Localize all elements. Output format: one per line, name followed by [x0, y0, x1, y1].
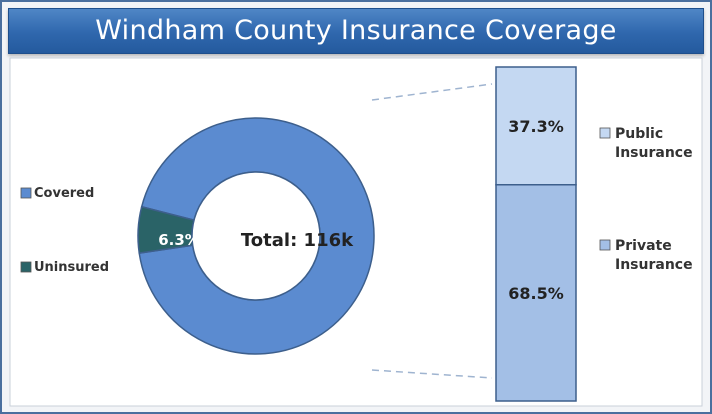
- legend-label-covered: Covered: [34, 186, 94, 201]
- title-banner: Windham County Insurance Coverage: [8, 8, 704, 54]
- chart-title: Windham County Insurance Coverage: [95, 15, 617, 46]
- stacked-bar: 37.3% 68.5%: [495, 66, 577, 402]
- connector-line-bottom: [371, 369, 493, 379]
- legend-label-private: Private Insurance: [615, 238, 693, 273]
- donut-hole: [191, 171, 321, 301]
- slice-value-label-covered: 93.7%: [383, 231, 439, 250]
- donut-chart: Total: 116k 93.7% 6.3%: [137, 117, 439, 355]
- legend-label-public: Public Insurance: [615, 126, 693, 161]
- bar-segment-public: [495, 66, 577, 186]
- bar-segment-private: [495, 184, 577, 402]
- slice-value-label-uninsured: 6.3%: [158, 231, 200, 249]
- connector-line-top: [371, 83, 493, 101]
- legend-swatch-covered: [20, 187, 32, 199]
- legend-swatch-private: [599, 239, 611, 251]
- legend-right: Public Insurance Private Insurance: [599, 126, 693, 273]
- legend-label-uninsured: Uninsured: [34, 260, 109, 275]
- legend-swatch-public: [599, 127, 611, 139]
- center-total-label: Total: 116k: [241, 230, 354, 251]
- segment-value-label-public: 37.3%: [508, 117, 564, 136]
- legend-swatch-uninsured: [20, 261, 32, 273]
- legend-left: Covered Uninsured: [20, 186, 109, 275]
- segment-value-label-private: 68.5%: [508, 284, 564, 303]
